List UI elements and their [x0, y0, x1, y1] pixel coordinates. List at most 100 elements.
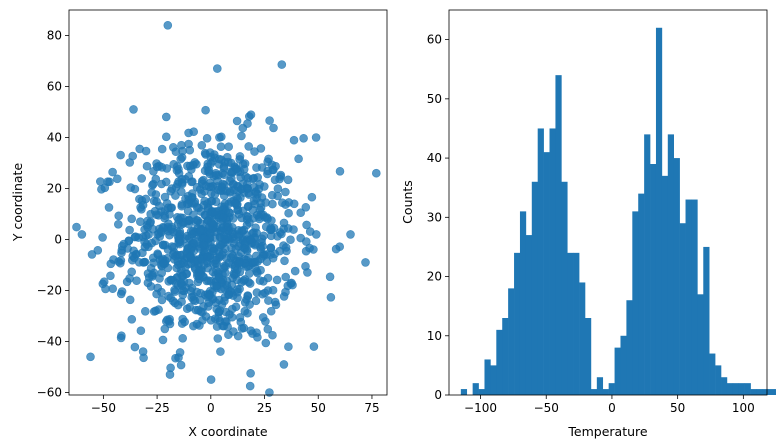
scatter-point — [208, 267, 218, 277]
scatter-point — [142, 161, 152, 171]
scatter-point — [224, 222, 233, 232]
scatter-point — [234, 259, 243, 268]
scatter-point — [176, 154, 185, 164]
histogram-bar — [667, 134, 674, 395]
scatter-point — [184, 172, 194, 181]
scatter-point — [152, 162, 162, 172]
scatter-point — [237, 184, 246, 194]
scatter-point — [211, 171, 220, 180]
histogram-bar — [585, 318, 592, 395]
scatter-point — [202, 276, 211, 286]
scatter-point — [273, 191, 283, 201]
histogram-y-tick-label: 50 — [427, 92, 442, 106]
scatter-point — [251, 223, 260, 232]
scatter-point — [259, 231, 268, 241]
scatter-x-tick-label: 0 — [207, 401, 215, 415]
scatter-point — [246, 326, 256, 336]
scatter-point — [239, 225, 249, 235]
scatter-point — [266, 225, 276, 234]
scatter-point — [158, 240, 168, 250]
scatter-point — [335, 167, 345, 176]
scatter-point — [141, 306, 150, 316]
scatter-x-tick-label: −25 — [144, 401, 169, 415]
scatter-point — [177, 187, 186, 196]
scatter-point — [222, 186, 231, 196]
scatter-point — [161, 177, 171, 187]
scatter-point — [195, 295, 205, 305]
scatter-point — [283, 175, 293, 185]
scatter-points — [72, 20, 381, 397]
scatter-point — [167, 184, 177, 193]
scatter-point — [164, 316, 174, 326]
histogram-x-ticks: −100 −50 0 50 100 — [464, 395, 755, 415]
histogram-bar — [525, 235, 533, 395]
scatter-point — [284, 208, 293, 218]
scatter-point — [197, 141, 207, 150]
scatter-point — [201, 150, 210, 159]
scatter-point — [104, 203, 114, 212]
scatter-point — [272, 275, 282, 285]
scatter-point — [268, 285, 278, 295]
scatter-x-tick-label: 75 — [364, 401, 379, 415]
scatter-point — [189, 239, 199, 248]
scatter-point — [311, 133, 321, 142]
scatter-point — [245, 381, 255, 391]
scatter-point — [132, 276, 141, 286]
scatter-point — [86, 352, 95, 362]
scatter-point — [280, 256, 289, 266]
histogram-bar — [703, 246, 710, 395]
scatter-point — [173, 300, 183, 310]
scatter-point — [158, 335, 168, 345]
histogram-bar — [738, 383, 745, 395]
scatter-point — [184, 219, 193, 229]
scatter-point — [228, 214, 238, 223]
histogram-x-tick-label: −100 — [464, 401, 497, 415]
scatter-x-tick-label: 50 — [311, 401, 326, 415]
scatter-point — [160, 213, 169, 223]
scatter-point — [169, 243, 178, 252]
scatter-point — [262, 213, 272, 222]
histogram-bar — [744, 383, 751, 395]
scatter-y-tick-label: 20 — [47, 181, 62, 195]
scatter-point — [289, 199, 299, 209]
scatter-y-tick-label: 80 — [47, 28, 62, 42]
scatter-point — [245, 300, 254, 309]
scatter-point — [305, 243, 314, 253]
scatter-point — [93, 246, 103, 255]
scatter-point — [157, 268, 166, 278]
scatter-point — [241, 172, 250, 181]
scatter-point — [146, 218, 155, 228]
scatter-point — [302, 220, 311, 230]
histogram-bar — [715, 365, 722, 395]
histogram-bar — [484, 359, 491, 395]
scatter-point — [129, 105, 138, 114]
scatter-point — [371, 168, 381, 178]
scatter-point — [243, 308, 252, 318]
scatter-point — [275, 174, 284, 184]
scatter-point — [185, 145, 195, 155]
scatter-point — [138, 248, 147, 258]
scatter-point — [152, 197, 161, 206]
scatter-point — [130, 342, 140, 352]
scatter-point — [187, 283, 197, 293]
scatter-point — [255, 276, 265, 285]
scatter-point — [163, 20, 173, 30]
scatter-point — [182, 304, 192, 314]
scatter-y-tick-label: −20 — [37, 283, 62, 297]
scatter-point — [199, 200, 209, 210]
scatter-panel: −50 −25 0 25 50 75 −60 −40 −20 0 20 40 60 80 X coord… — [10, 9, 388, 439]
scatter-point — [138, 347, 148, 356]
scatter-point — [134, 257, 144, 267]
histogram-bar — [697, 294, 704, 395]
scatter-point — [307, 192, 317, 202]
scatter-point — [233, 167, 242, 176]
scatter-point — [224, 290, 234, 299]
scatter-point — [296, 208, 306, 217]
scatter-point — [250, 147, 259, 156]
scatter-point — [246, 235, 255, 244]
scatter-point — [173, 179, 182, 189]
scatter-y-tick-label: 40 — [47, 130, 62, 144]
scatter-point — [248, 205, 257, 215]
histogram-bar — [661, 175, 669, 395]
